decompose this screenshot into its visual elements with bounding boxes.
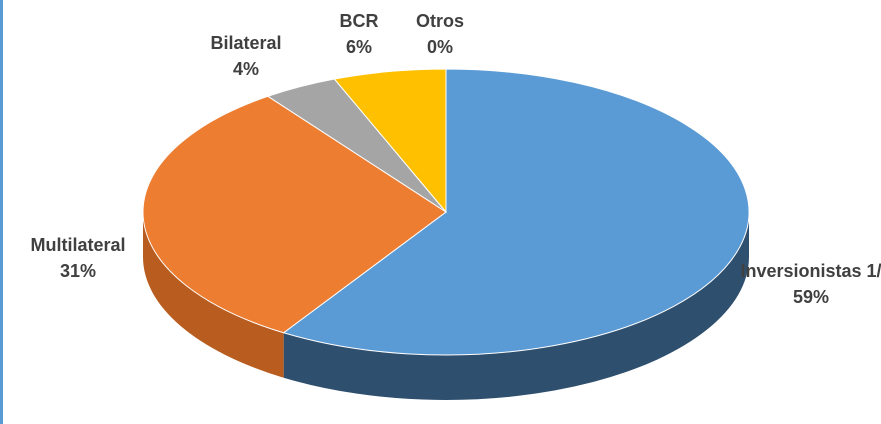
value-label: 6% [345, 37, 372, 57]
data-label: Bilateral 4% [186, 30, 306, 82]
value-label: 0% [426, 37, 453, 57]
value-label: 59% [792, 287, 830, 307]
data-label: Inversionistas 1/59% [739, 258, 881, 310]
category-label: Bilateral [210, 33, 282, 53]
category-label: Inversionistas 1/ [740, 261, 881, 281]
value-label: 4% [232, 59, 259, 79]
slice [142, 95, 447, 334]
category-label: BCR [339, 11, 379, 31]
data-label: Multilateral 31% [3, 232, 158, 284]
value-label: 31% [59, 261, 97, 281]
data-label: Otros 0% [400, 8, 480, 60]
slice [282, 68, 750, 356]
pie-canvas [142, 68, 750, 400]
slice [333, 68, 447, 214]
category-label: Multilateral [30, 235, 126, 255]
slice-side [283, 212, 749, 400]
data-label: BCR 6% [319, 8, 399, 60]
category-label: Otros [415, 11, 464, 31]
slice-side [143, 212, 284, 378]
